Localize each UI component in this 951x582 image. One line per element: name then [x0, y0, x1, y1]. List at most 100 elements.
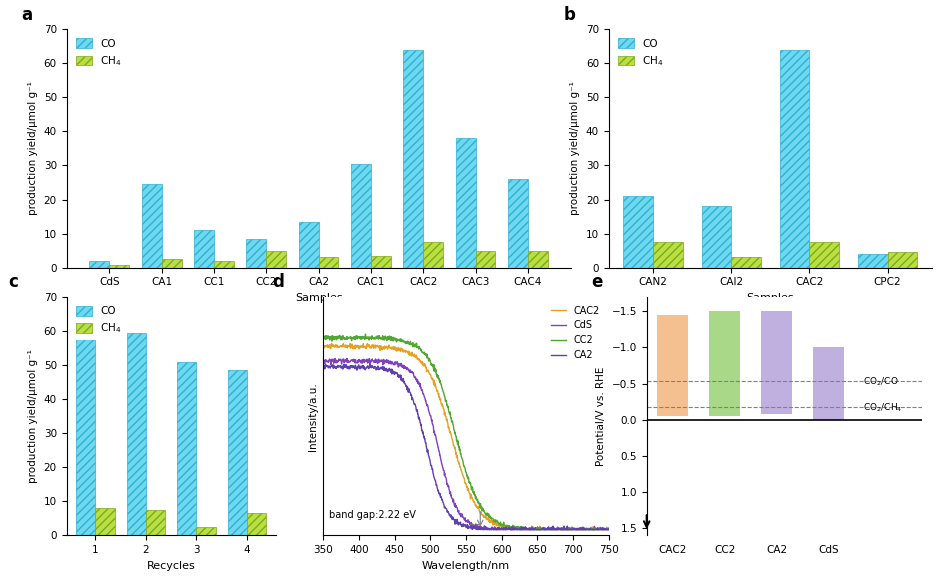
CC2: [318, 336, 329, 343]
Y-axis label: production yield/μmol g⁻¹: production yield/μmol g⁻¹: [29, 81, 38, 215]
Text: d: d: [272, 274, 283, 291]
Legend: CO, CH$_4$: CO, CH$_4$: [71, 302, 126, 340]
X-axis label: Samples: Samples: [295, 293, 342, 303]
CdS: [492, 526, 503, 533]
CdS: [318, 356, 329, 363]
Text: a: a: [21, 6, 32, 23]
CC2: [564, 524, 575, 531]
Y-axis label: Potential/V vs. RHE: Potential/V vs. RHE: [596, 367, 606, 466]
CAC2: [564, 526, 575, 533]
Bar: [246, 239, 266, 268]
CC2: [514, 526, 526, 533]
Bar: [858, 254, 887, 268]
Legend: CAC2, CdS, CC2, CA2: CAC2, CdS, CC2, CA2: [548, 301, 604, 364]
CdS: [484, 525, 495, 532]
CA2: [318, 364, 329, 371]
Bar: [403, 49, 423, 268]
Text: c: c: [8, 274, 18, 291]
Bar: [623, 196, 653, 268]
Bar: [731, 257, 761, 268]
Bar: [95, 508, 114, 535]
CdS: [564, 526, 575, 533]
Bar: [476, 251, 495, 268]
CAC2: [534, 526, 546, 533]
Bar: [657, 315, 689, 416]
Bar: [76, 317, 95, 535]
Bar: [177, 361, 197, 535]
Bar: [194, 230, 214, 268]
CdS: [335, 356, 346, 363]
CA2: [484, 526, 495, 533]
CdS: [534, 526, 546, 533]
CC2: [499, 524, 511, 531]
CdS: [500, 526, 512, 533]
CC2: [359, 331, 371, 338]
CAC2: [603, 526, 614, 533]
Text: e: e: [592, 274, 603, 291]
Bar: [89, 261, 109, 268]
CAC2: [491, 520, 502, 527]
Bar: [809, 242, 839, 268]
CAC2: [318, 341, 329, 348]
Bar: [351, 164, 371, 268]
CAC2: [484, 516, 495, 523]
X-axis label: Recycles: Recycles: [146, 560, 196, 571]
Bar: [508, 179, 528, 268]
CA2: [364, 360, 376, 367]
Line: CA2: CA2: [323, 363, 609, 530]
CC2: [335, 336, 346, 343]
Legend: CO, CH$_4$: CO, CH$_4$: [71, 34, 126, 72]
Bar: [109, 265, 129, 268]
Bar: [528, 251, 548, 268]
CdS: [341, 355, 353, 362]
CAC2: [335, 343, 346, 350]
CdS: [482, 526, 494, 533]
Bar: [456, 138, 476, 268]
CAC2: [344, 340, 356, 347]
Text: CO$_2$/CH$_4$: CO$_2$/CH$_4$: [863, 401, 902, 414]
Text: CO$_2$/CO: CO$_2$/CO: [863, 375, 898, 388]
CA2: [492, 526, 503, 533]
Bar: [761, 311, 792, 414]
Bar: [142, 184, 162, 268]
Bar: [371, 256, 391, 268]
Line: CAC2: CAC2: [323, 343, 609, 530]
CA2: [534, 526, 546, 533]
CA2: [472, 526, 483, 533]
CA2: [603, 525, 614, 532]
Bar: [228, 370, 247, 535]
CC2: [534, 525, 546, 532]
Bar: [197, 527, 216, 535]
Line: CdS: CdS: [323, 359, 609, 530]
X-axis label: Samples: Samples: [747, 293, 794, 303]
Line: CC2: CC2: [323, 334, 609, 530]
Bar: [214, 261, 234, 268]
Bar: [423, 242, 443, 268]
Bar: [709, 311, 740, 416]
Y-axis label: Intensity/a.u.: Intensity/a.u.: [308, 382, 318, 450]
CC2: [491, 518, 502, 525]
CA2: [500, 526, 512, 533]
CC2: [484, 514, 495, 521]
CC2: [603, 526, 614, 533]
Bar: [319, 257, 339, 268]
Text: b: b: [563, 6, 575, 23]
Y-axis label: production yield/μmol g⁻¹: production yield/μmol g⁻¹: [571, 81, 580, 215]
Bar: [299, 222, 319, 268]
Text: band gap:2.22 eV: band gap:2.22 eV: [329, 510, 416, 520]
Bar: [146, 510, 165, 535]
Legend: CO, CH$_4$: CO, CH$_4$: [613, 34, 668, 72]
Bar: [266, 251, 286, 268]
CA2: [564, 526, 575, 533]
Bar: [653, 242, 683, 268]
Bar: [702, 207, 731, 268]
Bar: [813, 347, 844, 420]
Bar: [887, 253, 918, 268]
Bar: [780, 49, 809, 268]
CAC2: [499, 524, 511, 531]
Y-axis label: production yield/μmol g⁻¹: production yield/μmol g⁻¹: [29, 349, 38, 483]
CdS: [603, 526, 614, 533]
CAC2: [505, 526, 516, 533]
X-axis label: Wavelength/nm: Wavelength/nm: [422, 560, 510, 571]
Bar: [247, 513, 266, 535]
